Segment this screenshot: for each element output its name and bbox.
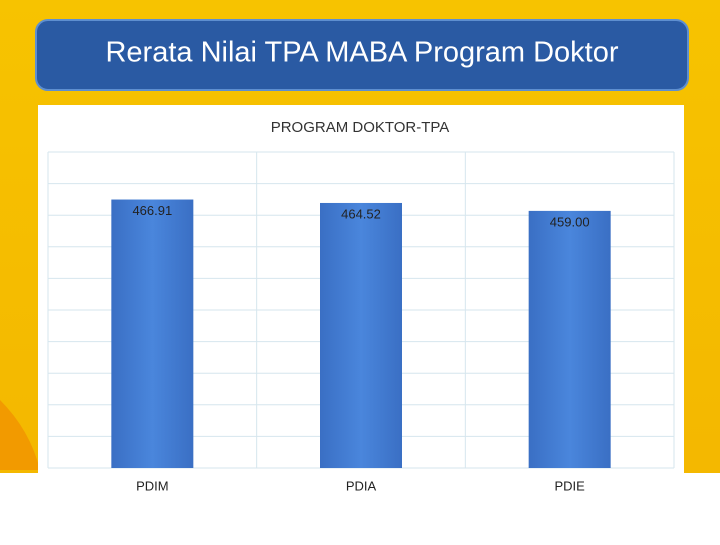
- data-label: 466.91: [132, 203, 172, 218]
- bar: [111, 199, 194, 468]
- decoration: [0, 400, 40, 470]
- x-tick-label: PDIE: [554, 478, 585, 493]
- x-tick-label: PDIA: [346, 478, 377, 493]
- plot: 466.91 PDIM 464.52 PDIA 459.00 PDIE: [47, 151, 675, 493]
- logo-strip: [0, 473, 720, 540]
- bar: [528, 210, 611, 468]
- x-tick-label: PDIM: [136, 478, 169, 493]
- slide-title: Rerata Nilai TPA MABA Program Doktor: [105, 37, 618, 69]
- data-label: 464.52: [341, 206, 381, 221]
- chart-title: PROGRAM DOKTOR-TPA: [271, 119, 450, 136]
- bar: [320, 202, 402, 468]
- data-label: 459.00: [550, 214, 590, 229]
- title-banner: [35, 19, 689, 91]
